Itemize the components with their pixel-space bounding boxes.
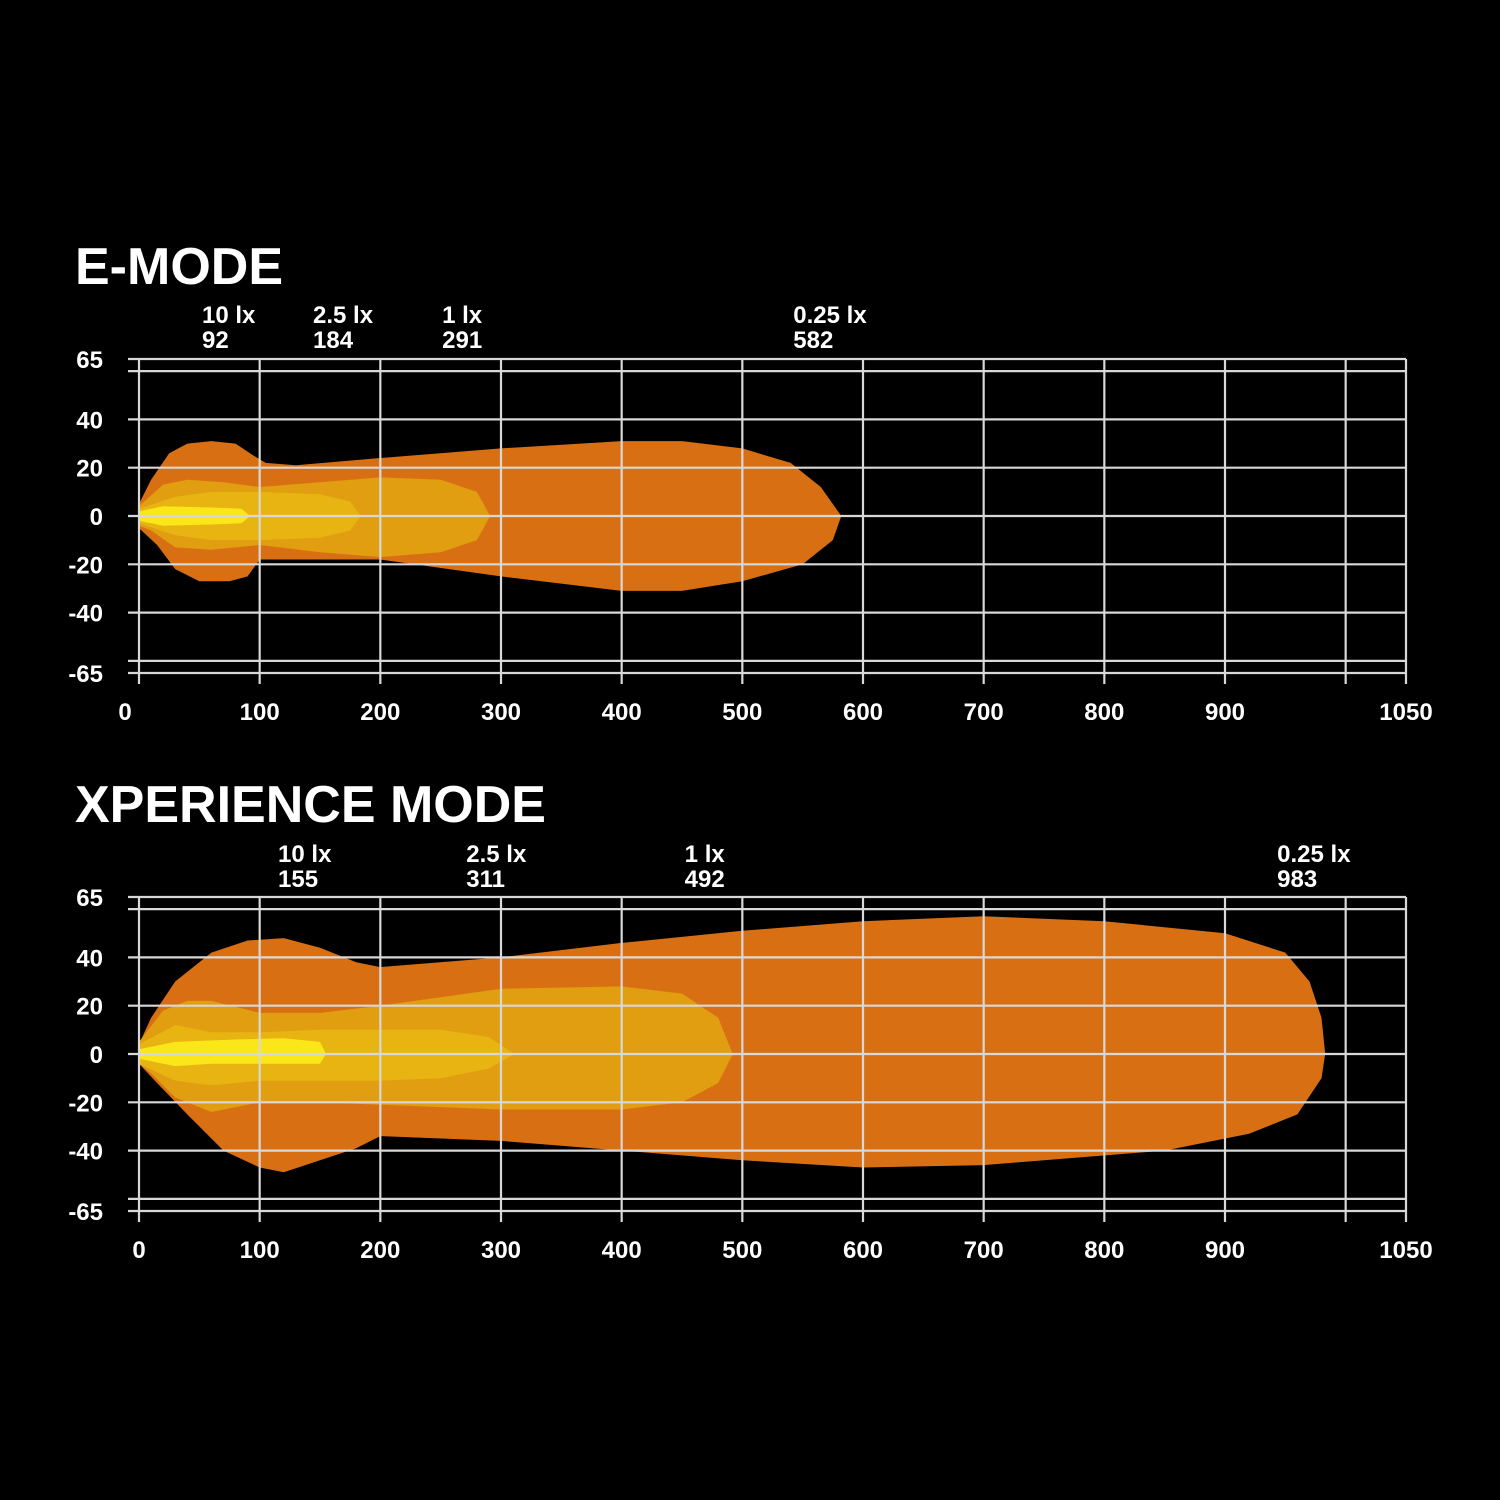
x-tick-label: 300 xyxy=(481,1237,521,1264)
x-tick-label: 500 xyxy=(722,699,762,726)
y-tick-label: -40 xyxy=(68,601,103,628)
lux-distance-label: 311 xyxy=(466,866,505,893)
y-tick-label: -20 xyxy=(68,552,103,579)
x-tick-label: 900 xyxy=(1205,1237,1245,1264)
lux-distance-label: 291 xyxy=(442,327,482,354)
y-tick-label: -40 xyxy=(68,1139,103,1166)
x-tick-label: 100 xyxy=(240,1237,280,1264)
y-tick-label: -65 xyxy=(68,1199,103,1226)
lux-level-label: 0.25 lx xyxy=(793,302,867,329)
x-tick-label: 800 xyxy=(1084,1237,1124,1264)
y-tick-label: 65 xyxy=(76,347,103,374)
y-tick-label: 0 xyxy=(90,504,103,531)
lux-level-label: 2.5 lx xyxy=(466,841,527,868)
lux-distance-label: 492 xyxy=(685,866,725,893)
x-tick-label: 700 xyxy=(964,699,1004,726)
x-tick-label: 300 xyxy=(481,699,521,726)
y-tick-label: 65 xyxy=(76,885,103,912)
x-tick-label: 900 xyxy=(1205,699,1245,726)
x-tick-label: 700 xyxy=(964,1237,1004,1264)
x-tick-label: 0 xyxy=(132,1237,145,1264)
lux-distance-label: 983 xyxy=(1277,866,1317,893)
lux-distance-label: 155 xyxy=(278,866,318,893)
y-tick-label: 40 xyxy=(76,945,103,972)
chart-title: XPERIENCE MODE xyxy=(75,776,546,834)
x-tick-label: 1050 xyxy=(1379,699,1432,726)
x-tick-label: 200 xyxy=(360,699,400,726)
chart-title: E-MODE xyxy=(75,238,283,296)
x-tick-label: 600 xyxy=(843,699,883,726)
contour-10-lx xyxy=(139,1038,326,1067)
lux-distance-label: 582 xyxy=(793,327,833,354)
lux-level-label: 1 lx xyxy=(685,841,726,868)
x-tick-label: 800 xyxy=(1084,699,1124,726)
x-tick-label: 200 xyxy=(360,1237,400,1264)
contour-0-25-lx xyxy=(139,916,1326,1173)
y-tick-label: 20 xyxy=(76,994,103,1021)
lux-level-label: 10 lx xyxy=(202,302,256,329)
lux-level-label: 10 lx xyxy=(278,841,332,868)
y-tick-label: 40 xyxy=(76,407,103,434)
x-tick-label: 1050 xyxy=(1379,1237,1432,1264)
x-tick-label: 600 xyxy=(843,1237,883,1264)
x-tick-label: 100 xyxy=(240,699,280,726)
x-tick-label: 0 xyxy=(118,699,131,726)
x-tick-label: 400 xyxy=(602,1237,642,1264)
lux-level-label: 1 lx xyxy=(442,302,483,329)
y-tick-label: 0 xyxy=(90,1042,103,1069)
lux-distance-label: 184 xyxy=(313,327,354,354)
x-tick-label: 500 xyxy=(722,1237,762,1264)
y-tick-label: 20 xyxy=(76,456,103,483)
y-tick-label: -65 xyxy=(68,661,103,688)
x-tick-label: 400 xyxy=(602,699,642,726)
lux-level-label: 2.5 lx xyxy=(313,302,374,329)
lux-distance-label: 92 xyxy=(202,327,229,354)
lux-level-label: 0.25 lx xyxy=(1277,841,1351,868)
y-tick-label: -20 xyxy=(68,1090,103,1117)
